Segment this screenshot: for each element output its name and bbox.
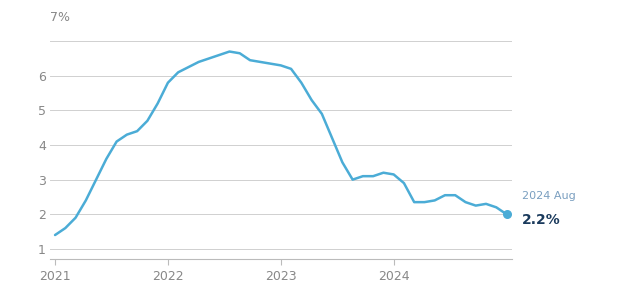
Text: 2.2%: 2.2%: [522, 212, 561, 226]
Point: [502, 212, 512, 217]
Text: 2024 Aug: 2024 Aug: [522, 191, 576, 201]
Text: 7%: 7%: [50, 11, 70, 24]
